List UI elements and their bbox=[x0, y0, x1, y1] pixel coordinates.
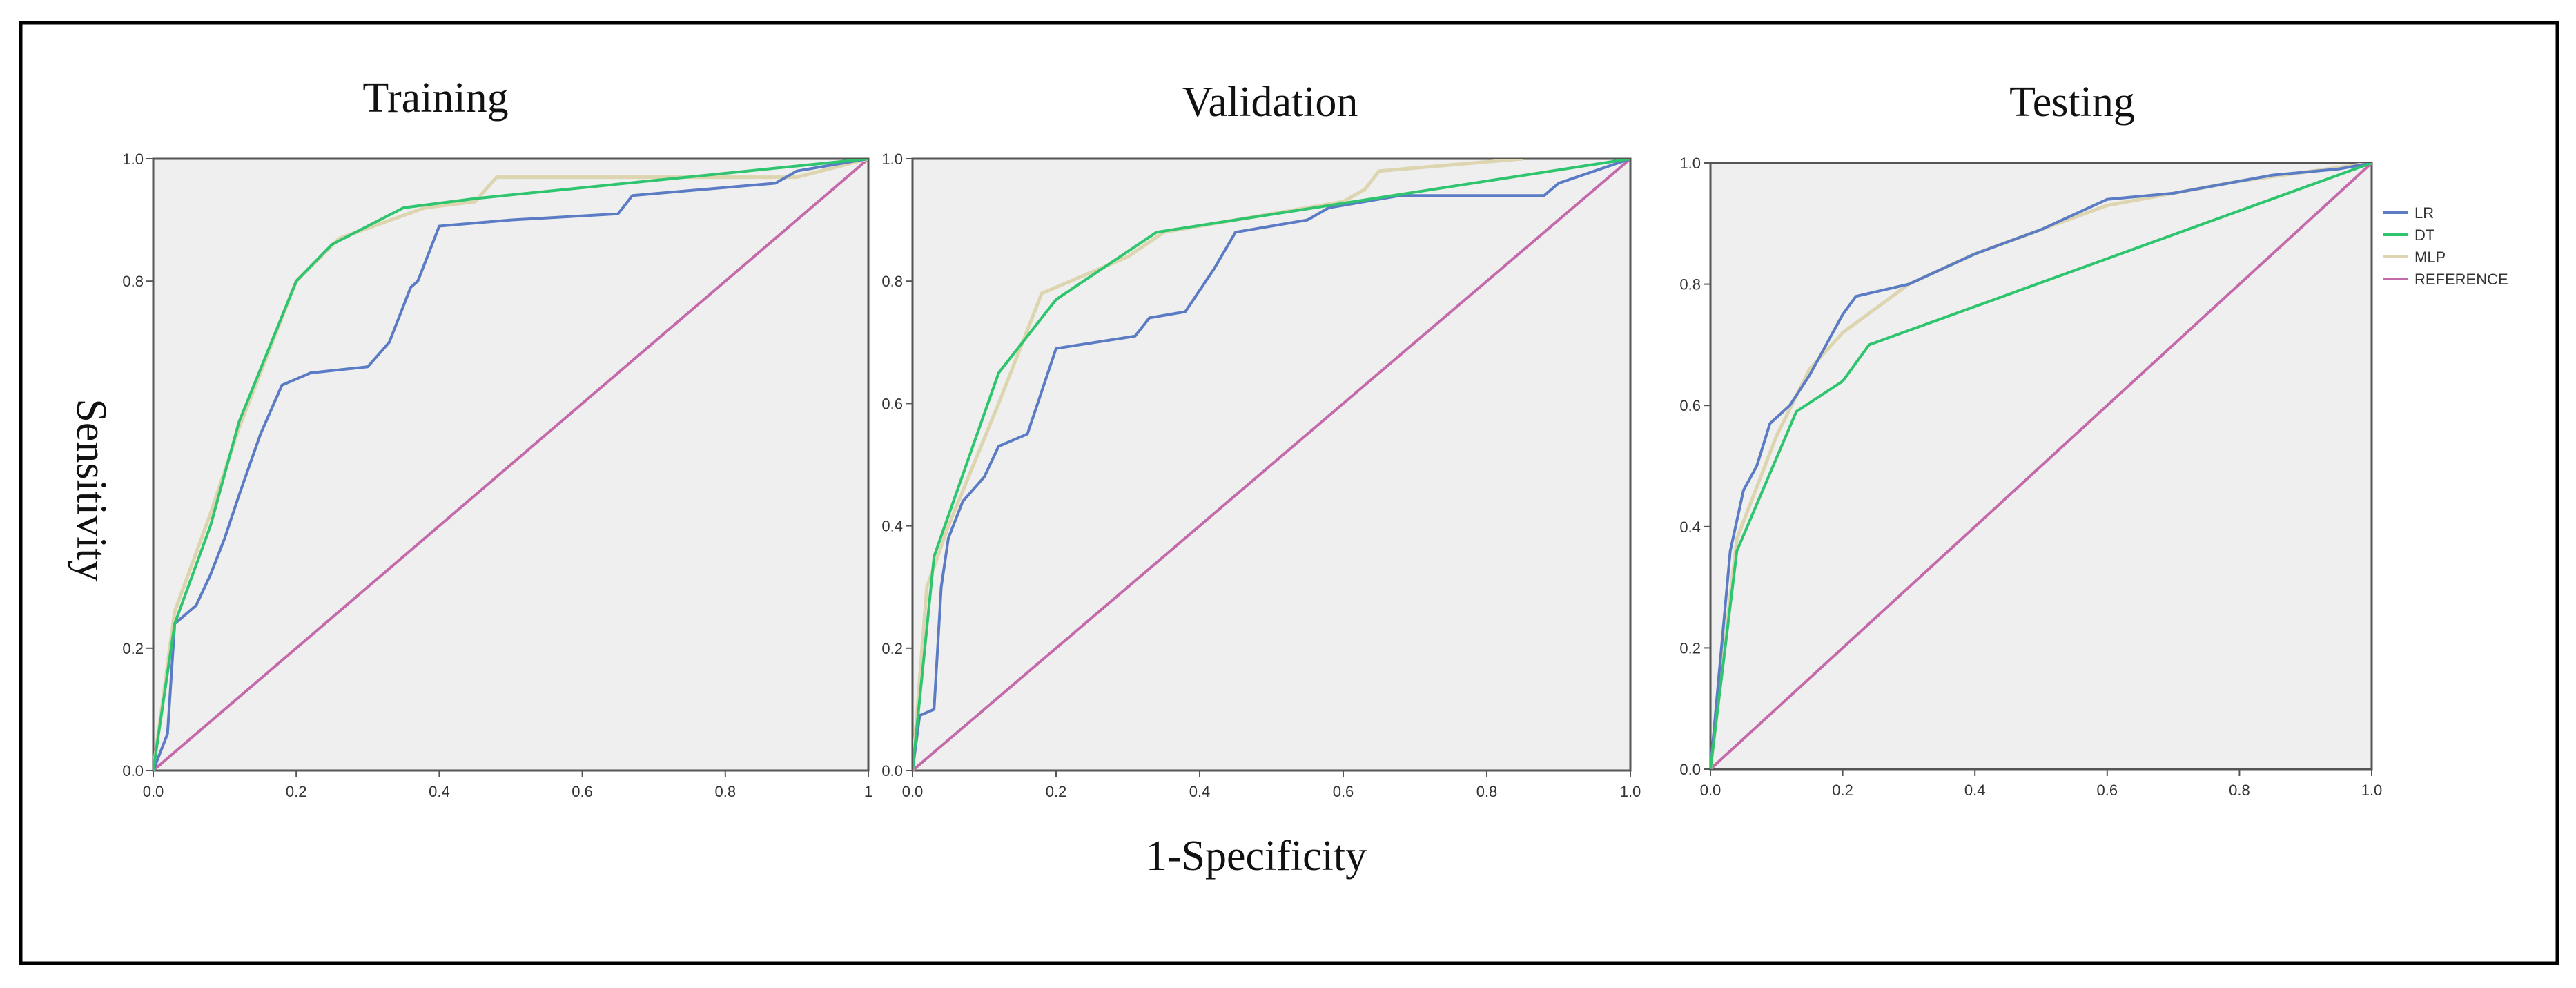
series-line-lr-training bbox=[153, 159, 868, 771]
panel-validation: Validation 0.0 0.2 0.4 0.6 0.8 1.00.00.20.40.… bbox=[881, 79, 1641, 800]
series-line-dt-testing bbox=[1710, 163, 2372, 769]
series-line-dt-validation bbox=[913, 159, 1630, 771]
y-tick-label: 0.4 bbox=[1679, 519, 1701, 536]
x-tick-label: 0.0 bbox=[143, 783, 164, 800]
legend-label-dt: DT bbox=[2414, 226, 2434, 244]
x-tick-label: 0.4 bbox=[429, 783, 450, 800]
series-validation bbox=[913, 159, 1630, 771]
x-tick-label: 0.6 bbox=[572, 783, 593, 800]
legend: LR DT MLP REFERENCE bbox=[2383, 204, 2508, 288]
x-tick-label: 0.0 bbox=[902, 783, 924, 800]
y-tick-label: 1.0 bbox=[1679, 155, 1701, 172]
legend-label-mlp: MLP bbox=[2414, 249, 2446, 266]
y-tick-label: 0.8 bbox=[122, 273, 144, 290]
legend-label-reference: REFERENCE bbox=[2414, 271, 2508, 288]
y-tick-label: 0.0 bbox=[122, 762, 144, 779]
chart-title-validation: Validation bbox=[1182, 79, 1358, 126]
x-tick-label: 0.0 bbox=[1700, 782, 1721, 799]
series-line-mlp-validation bbox=[913, 159, 1523, 771]
ticks-validation: 0.0 0.2 0.4 0.6 0.8 1.0 0.0 0.2 0.4 0.6 0.8 1.0 bbox=[881, 151, 1641, 800]
x-tick-label: 0.4 bbox=[1189, 783, 1211, 800]
y-tick-label: 0.2 bbox=[881, 640, 903, 657]
x-tick-label: 0.4 bbox=[1964, 782, 1986, 799]
legend-label-lr: LR bbox=[2414, 204, 2434, 222]
x-tick-label: 0.8 bbox=[2229, 782, 2250, 799]
series-line-reference-validation bbox=[913, 159, 1630, 771]
x-tick-label: 0.8 bbox=[1476, 783, 1498, 800]
series-line-reference-testing bbox=[1710, 163, 2372, 769]
x-axis-label: 1-Specificity bbox=[1146, 833, 1367, 880]
x-tick-label: 0.2 bbox=[1832, 782, 1853, 799]
y-tick-label: 0.8 bbox=[881, 273, 903, 290]
ticks-testing: 0.0 0.2 0.4 0.6 0.8 1.0 0.0 0.2 0.4 0.6 0.8 1.0 bbox=[1679, 155, 2382, 799]
x-tick-label: 0.6 bbox=[2097, 782, 2118, 799]
x-tick-label: 1 bbox=[864, 783, 872, 800]
y-tick-label: 0.8 bbox=[1679, 276, 1701, 293]
series-line-reference-training bbox=[153, 159, 868, 771]
y-tick-label: 0.2 bbox=[1679, 639, 1701, 657]
ticks-training: 0.0 0.2 0.4 0.6 0.8 1 0.0 0.2 0.8 1.0 bbox=[122, 151, 872, 800]
x-tick-label: 0.8 bbox=[715, 783, 736, 800]
panel-training: Training 0.0 0.2 0.4 0.6 0.8 1 0.0 0.2 0.8 1.0 bbox=[122, 75, 872, 800]
x-tick-label: 1.0 bbox=[1620, 783, 1641, 800]
x-tick-label: 1.0 bbox=[2361, 782, 2383, 799]
series-line-dt-training bbox=[153, 159, 868, 771]
chart-title-testing: Testing bbox=[2009, 79, 2135, 126]
y-tick-label: 0.0 bbox=[881, 762, 903, 779]
chart-title-training: Training bbox=[362, 75, 508, 122]
x-tick-label: 0.2 bbox=[1046, 783, 1067, 800]
y-axis-label: Sensitivity bbox=[68, 398, 115, 581]
panel-testing: Testing 0.0 0.2 0.4 0.6 0.8 1.00.00.20.40.60.… bbox=[1679, 79, 2382, 799]
series-training bbox=[153, 159, 868, 771]
series-line-lr-testing bbox=[1710, 163, 2372, 769]
y-tick-label: 0.6 bbox=[881, 395, 903, 412]
x-tick-label: 0.2 bbox=[286, 783, 307, 800]
series-testing bbox=[1710, 163, 2372, 769]
y-tick-label: 0.0 bbox=[1679, 761, 1701, 778]
series-line-mlp-training bbox=[153, 159, 868, 771]
y-tick-label: 0.6 bbox=[1679, 397, 1701, 414]
series-line-lr-validation bbox=[913, 159, 1630, 771]
y-tick-label: 1.0 bbox=[122, 151, 144, 168]
y-tick-label: 0.4 bbox=[881, 518, 903, 535]
x-tick-label: 0.6 bbox=[1333, 783, 1354, 800]
y-tick-label: 0.2 bbox=[122, 640, 144, 657]
y-tick-label: 1.0 bbox=[881, 151, 903, 168]
